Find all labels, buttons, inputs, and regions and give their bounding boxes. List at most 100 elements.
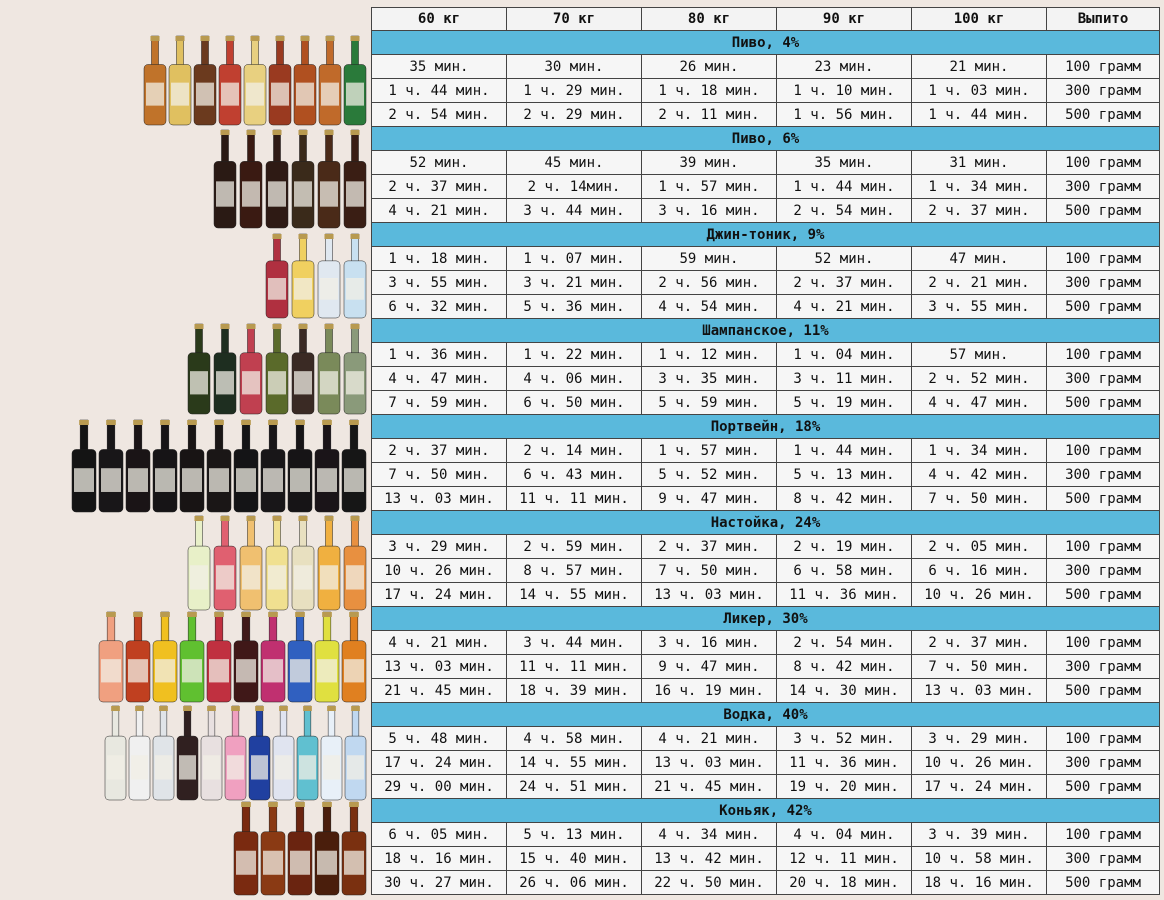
bottle-icon (260, 801, 286, 896)
time-cell: 6 ч. 43 мин. (506, 462, 642, 487)
amount-cell: 300 грамм (1046, 846, 1160, 871)
time-cell: 1 ч. 03 мин. (911, 78, 1047, 103)
amount-cell: 500 грамм (1046, 870, 1160, 895)
bottle-icon (98, 611, 124, 703)
time-cell: 2 ч. 37 мин. (371, 438, 507, 463)
bottle-icon (125, 611, 151, 703)
bottle-icon (287, 419, 313, 513)
time-cell: 2 ч. 54 мин. (776, 198, 912, 223)
bottle-icon (71, 419, 97, 513)
header-cell: 70 кг (506, 7, 642, 31)
time-cell: 2 ч. 37 мин. (641, 534, 777, 559)
bottle-icon (265, 323, 289, 415)
table-row: 6 ч. 05 мин. 5 ч. 13 мин. 4 ч. 34 мин. 4 ч.… (371, 822, 1160, 847)
time-cell: 14 ч. 55 мин. (506, 750, 642, 775)
bottle-icon (343, 515, 367, 611)
time-cell: 3 ч. 39 мин. (911, 822, 1047, 847)
bottle-icon (187, 515, 211, 611)
bottle-icon (265, 129, 289, 229)
time-cell: 1 ч. 57 мин. (641, 438, 777, 463)
amount-cell: 300 грамм (1046, 462, 1160, 487)
time-cell: 3 ч. 29 мин. (371, 534, 507, 559)
amount-cell: 500 грамм (1046, 294, 1160, 319)
header-cell: Выпито (1046, 7, 1160, 31)
bottle-icon (248, 705, 271, 801)
time-cell: 1 ч. 44 мин. (371, 78, 507, 103)
amount-cell: 500 грамм (1046, 582, 1160, 607)
amount-cell: 100 грамм (1046, 54, 1160, 79)
time-cell: 5 ч. 13 мин. (776, 462, 912, 487)
time-cell: 17 ч. 24 мин. (371, 750, 507, 775)
time-cell: 14 ч. 55 мин. (506, 582, 642, 607)
section-title: Портвейн, 18% (371, 414, 1160, 439)
section-row: Водка, 40% (371, 702, 1160, 727)
time-cell: 8 ч. 42 мин. (776, 486, 912, 511)
section-title: Пиво, 4% (371, 30, 1160, 55)
alcohol-elimination-table: 60 кг 70 кг 80 кг 90 кг 100 кг Выпито Пи… (371, 7, 1160, 895)
time-cell: 4 ч. 58 мин. (506, 726, 642, 751)
time-cell: 2 ч. 54 мин. (371, 102, 507, 127)
time-cell: 35 мин. (371, 54, 507, 79)
bottle-icon (224, 705, 247, 801)
time-cell: 2 ч. 29 мин. (506, 102, 642, 127)
time-cell: 30 ч. 27 мин. (371, 870, 507, 895)
bottle-icon (314, 419, 340, 513)
header-cell: 90 кг (776, 7, 912, 31)
header-cell: 60 кг (371, 7, 507, 31)
amount-cell: 300 грамм (1046, 78, 1160, 103)
time-cell: 2 ч. 52 мин. (911, 366, 1047, 391)
time-cell: 5 ч. 36 мин. (506, 294, 642, 319)
bottle-icon (176, 705, 199, 801)
section-title: Пиво, 6% (371, 126, 1160, 151)
time-cell: 2 ч. 37 мин. (911, 630, 1047, 655)
table-row: 4 ч. 21 мин. 3 ч. 44 мин. 3 ч. 16 мин. 2 ч.… (371, 630, 1160, 655)
time-cell: 14 ч. 30 мин. (776, 678, 912, 703)
time-cell: 1 ч. 57 мин. (641, 174, 777, 199)
time-cell: 10 ч. 58 мин. (911, 846, 1047, 871)
bottle-icon (98, 419, 124, 513)
time-cell: 3 ч. 44 мин. (506, 630, 642, 655)
table-row: 1 ч. 18 мин. 1 ч. 07 мин. 59 мин. 52 мин. 47… (371, 246, 1160, 271)
time-cell: 15 ч. 40 мин. (506, 846, 642, 871)
bottle-icon (143, 35, 167, 126)
time-cell: 3 ч. 29 мин. (911, 726, 1047, 751)
table-row: 29 ч. 00 мин. 24 ч. 51 мин. 21 ч. 45 мин. 1… (371, 774, 1160, 799)
time-cell: 13 ч. 03 мин. (641, 750, 777, 775)
bottle-icon (341, 801, 367, 896)
time-cell: 19 ч. 20 мин. (776, 774, 912, 799)
bottle-icon (239, 323, 263, 415)
time-cell: 1 ч. 34 мин. (911, 438, 1047, 463)
time-cell: 17 ч. 24 мин. (371, 582, 507, 607)
time-cell: 4 ч. 04 мин. (776, 822, 912, 847)
time-cell: 3 ч. 44 мин. (506, 198, 642, 223)
table-row: 6 ч. 32 мин. 5 ч. 36 мин. 4 ч. 54 мин. 4 ч.… (371, 294, 1160, 319)
time-cell: 11 ч. 11 мин. (506, 654, 642, 679)
bottle-icon (317, 515, 341, 611)
time-cell: 6 ч. 32 мин. (371, 294, 507, 319)
bottle-icon (193, 35, 217, 126)
time-cell: 6 ч. 58 мин. (776, 558, 912, 583)
time-cell: 6 ч. 50 мин. (506, 390, 642, 415)
time-cell: 16 ч. 19 мин. (641, 678, 777, 703)
amount-cell: 500 грамм (1046, 198, 1160, 223)
bottle-icon (343, 35, 367, 126)
time-cell: 1 ч. 07 мин. (506, 246, 642, 271)
bottle-icon (125, 419, 151, 513)
table-row: 13 ч. 03 мин. 11 ч. 11 мин. 9 ч. 47 мин. 8 … (371, 486, 1160, 511)
bottle-icon (291, 515, 315, 611)
bottle-icon (260, 611, 286, 703)
bottle-icon (206, 419, 232, 513)
bottle-icon (318, 35, 342, 126)
bottle-icon (293, 35, 317, 126)
header-row: 60 кг 70 кг 80 кг 90 кг 100 кг Выпито (371, 7, 1160, 31)
time-cell: 7 ч. 50 мин. (911, 486, 1047, 511)
bottle-icon (260, 419, 286, 513)
time-cell: 1 ч. 12 мин. (641, 342, 777, 367)
time-cell: 13 ч. 03 мин. (371, 654, 507, 679)
bottle-icon (239, 515, 263, 611)
amount-cell: 100 грамм (1046, 246, 1160, 271)
amount-cell: 300 грамм (1046, 174, 1160, 199)
table-row: 1 ч. 44 мин. 1 ч. 29 мин. 1 ч. 18 мин. 1 ч.… (371, 78, 1160, 103)
time-cell: 4 ч. 21 мин. (371, 198, 507, 223)
bottle-icon (314, 611, 340, 703)
